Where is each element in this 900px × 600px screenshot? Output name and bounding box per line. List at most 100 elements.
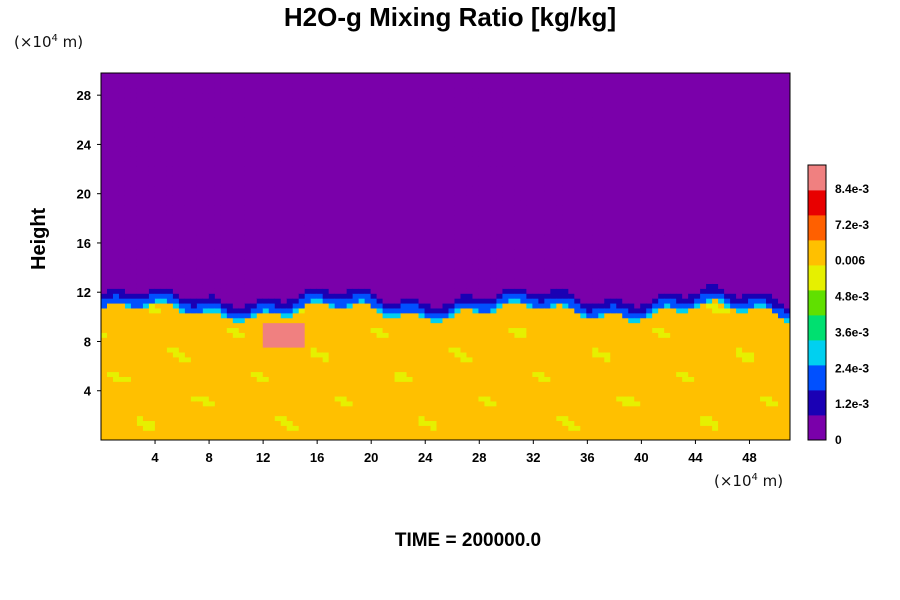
heatmap-cell [130, 170, 138, 177]
heatmap-cell [142, 337, 150, 343]
heatmap-cell [298, 317, 306, 324]
heatmap-cell [358, 224, 366, 231]
heatmap-cell [490, 391, 498, 397]
heatmap-cell [472, 126, 480, 133]
heatmap-cell [214, 151, 222, 157]
heatmap-cell [400, 77, 408, 84]
heatmap-cell [304, 317, 312, 324]
heatmap-cell [190, 278, 198, 285]
heatmap-cell [472, 195, 480, 201]
heatmap-cell [142, 391, 150, 397]
heatmap-cell [454, 278, 462, 285]
heatmap-cell [442, 263, 450, 270]
heatmap-cell [406, 185, 414, 192]
heatmap-cell [172, 332, 180, 338]
heatmap-cell [268, 112, 276, 118]
heatmap-cell [388, 386, 396, 392]
heatmap-cell [286, 273, 294, 280]
heatmap-cell [118, 254, 126, 260]
heatmap-cell [454, 175, 462, 182]
heatmap-cell [244, 410, 252, 417]
heatmap-cell [370, 351, 378, 358]
heatmap-cell [490, 322, 498, 329]
heatmap-cell [190, 415, 198, 422]
heatmap-cell [454, 415, 462, 422]
heatmap-cell [448, 219, 456, 226]
heatmap-cell [148, 214, 156, 221]
heatmap-cell [250, 278, 258, 285]
heatmap-cell [280, 283, 288, 289]
heatmap-cell [454, 136, 462, 143]
heatmap-cell [274, 391, 282, 397]
heatmap-cell [214, 435, 222, 440]
heatmap-cell [478, 342, 486, 348]
heatmap-cell [292, 435, 300, 440]
heatmap-cell [101, 278, 108, 285]
heatmap-cell [202, 239, 210, 245]
heatmap-cell [232, 302, 240, 309]
heatmap-cell [448, 234, 456, 240]
heatmap-cell [286, 376, 294, 382]
heatmap-cell [484, 376, 492, 382]
heatmap-cell [160, 361, 168, 368]
heatmap-cell [466, 210, 474, 216]
heatmap-cell [274, 327, 282, 333]
heatmap-cell [340, 136, 348, 143]
heatmap-cell [346, 342, 354, 348]
heatmap-cell [466, 219, 474, 226]
heatmap-cell [394, 317, 402, 324]
heatmap-cell [106, 244, 114, 250]
heatmap-cell [101, 327, 108, 333]
heatmap-cell [130, 165, 138, 172]
heatmap-cell [424, 87, 432, 94]
heatmap-cell [262, 258, 270, 265]
heatmap-cell [130, 322, 138, 329]
heatmap-cell [412, 161, 420, 167]
heatmap-cell [118, 205, 126, 211]
heatmap-cell [472, 136, 480, 143]
heatmap-cell [424, 302, 432, 309]
heatmap-cell [262, 322, 270, 329]
heatmap-cell [268, 420, 276, 426]
heatmap-cell [124, 258, 132, 265]
heatmap-cell [352, 156, 360, 162]
heatmap-cell [172, 298, 180, 304]
heatmap-cell [454, 263, 462, 270]
heatmap-cell [352, 312, 360, 319]
heatmap-cell [118, 219, 126, 226]
heatmap-cell [382, 263, 390, 270]
heatmap-cell [382, 210, 390, 216]
heatmap-cell [406, 117, 414, 123]
heatmap-cell [226, 136, 234, 143]
heatmap-cell [412, 102, 420, 108]
heatmap-cell [148, 366, 156, 373]
heatmap-cell [154, 254, 162, 260]
heatmap-cell [484, 210, 492, 216]
heatmap-cell [124, 332, 132, 338]
heatmap-cell [208, 327, 216, 333]
heatmap-cell [358, 332, 366, 338]
heatmap-cell [220, 249, 228, 255]
heatmap-cell [202, 307, 210, 314]
heatmap-cell [238, 175, 246, 182]
heatmap-cell [364, 126, 372, 133]
heatmap-cell [472, 381, 480, 387]
heatmap-cell [286, 141, 294, 147]
heatmap-cell [118, 371, 126, 377]
heatmap-cell [466, 190, 474, 196]
heatmap-cell [328, 239, 336, 245]
heatmap-cell [256, 386, 264, 392]
heatmap-cell [388, 131, 396, 138]
heatmap-cell [262, 395, 270, 402]
heatmap-cell [106, 395, 114, 402]
heatmap-cell [112, 82, 120, 89]
heatmap-cell [214, 87, 222, 94]
heatmap-cell [226, 175, 234, 182]
heatmap-cell [340, 117, 348, 123]
heatmap-cell [412, 156, 420, 162]
heatmap-cell [334, 131, 342, 138]
heatmap-cell [424, 405, 432, 412]
heatmap-cell [256, 425, 264, 431]
heatmap-cell [112, 170, 120, 177]
heatmap-cell [286, 263, 294, 270]
